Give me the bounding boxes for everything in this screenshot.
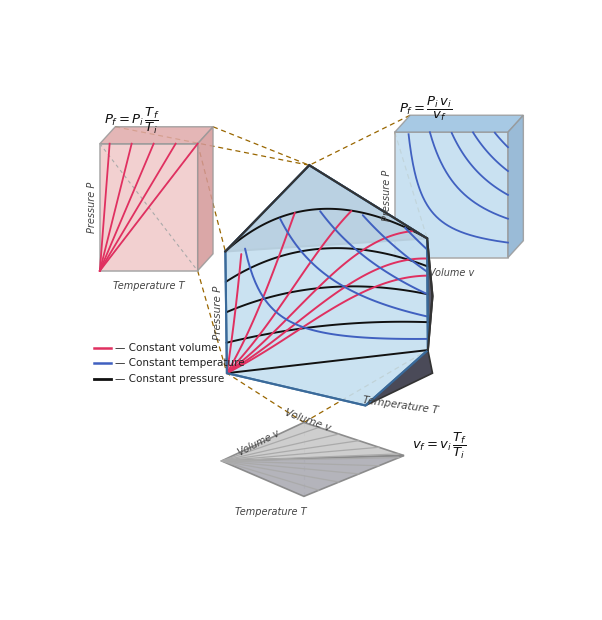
Polygon shape (365, 350, 432, 405)
Text: Volume v: Volume v (237, 428, 281, 458)
Text: $P_f = P_i\,\dfrac{T_f}{T_i}$: $P_f = P_i\,\dfrac{T_f}{T_i}$ (104, 105, 159, 136)
Polygon shape (427, 239, 432, 350)
Text: Temperature T: Temperature T (235, 507, 306, 517)
Text: Temperature T: Temperature T (362, 395, 439, 416)
Text: — Constant volume: — Constant volume (115, 343, 218, 353)
Polygon shape (225, 166, 427, 252)
Text: — Constant pressure: — Constant pressure (115, 373, 225, 384)
Polygon shape (222, 422, 404, 461)
Text: Pressure P: Pressure P (87, 182, 97, 233)
Text: Volume v: Volume v (429, 268, 474, 278)
Text: $v_f = v_i\,\dfrac{T_f}{T_i}$: $v_f = v_i\,\dfrac{T_f}{T_i}$ (412, 430, 468, 461)
Polygon shape (395, 132, 508, 258)
Text: Pressure P: Pressure P (213, 286, 223, 340)
Polygon shape (395, 115, 523, 132)
Text: $P_f = \dfrac{P_i\,v_i}{v_f}$: $P_f = \dfrac{P_i\,v_i}{v_f}$ (399, 95, 452, 123)
Polygon shape (225, 166, 428, 405)
Polygon shape (508, 115, 523, 258)
Polygon shape (222, 456, 404, 497)
Polygon shape (100, 144, 197, 271)
Text: — Constant temperature: — Constant temperature (115, 358, 245, 368)
Polygon shape (197, 126, 213, 271)
Text: Temperature T: Temperature T (113, 281, 185, 291)
Text: Volume v: Volume v (284, 408, 332, 434)
Polygon shape (100, 126, 213, 144)
Text: Pressure P: Pressure P (382, 169, 392, 221)
